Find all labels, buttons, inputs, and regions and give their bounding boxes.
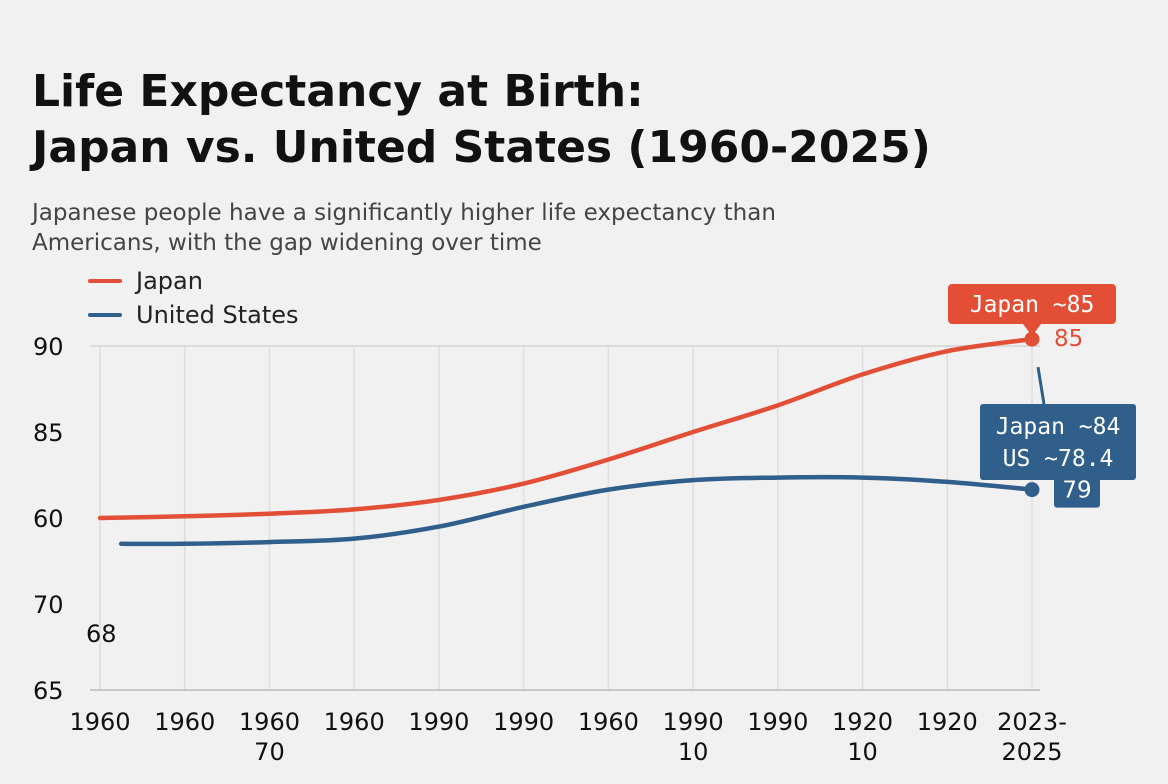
start-value-label: 68 bbox=[86, 620, 117, 648]
y-tick-label-4: 65 bbox=[33, 677, 64, 705]
x-tick-label-9-line-2: 10 bbox=[847, 738, 878, 766]
x-tick-label-6: 1960 bbox=[578, 708, 639, 736]
end-label-us-box bbox=[1054, 471, 1100, 508]
x-tick-label-3: 1960 bbox=[324, 708, 385, 736]
series-end-point-japan bbox=[1024, 331, 1040, 347]
x-tick-label-8: 1990 bbox=[747, 708, 808, 736]
x-tick-label-4: 1990 bbox=[408, 708, 469, 736]
annotation-japan-text: Japan ~85 bbox=[970, 292, 1095, 318]
annotation-japan-box bbox=[948, 284, 1116, 324]
x-tick-label-2: 1960 bbox=[239, 708, 300, 736]
chart-title: Life Expectancy at Birth: Japan vs. Unit… bbox=[32, 64, 931, 176]
end-label-us: 79 bbox=[1062, 478, 1091, 504]
legend-swatch-us bbox=[88, 313, 122, 317]
end-label-japan: 85 bbox=[1054, 326, 1083, 352]
chart-title-line-2: Japan vs. United States (1960-2025) bbox=[32, 122, 931, 173]
legend-swatch-japan bbox=[88, 279, 122, 283]
x-tick-label-11: 2023- bbox=[997, 708, 1067, 736]
chart-subtitle: Japanese people have a significantly hig… bbox=[32, 200, 776, 256]
annotation-combo-line-1: US ~78.4 bbox=[1003, 446, 1114, 472]
x-tick-label-0: 1960 bbox=[69, 708, 130, 736]
x-tick-label-1: 1960 bbox=[154, 708, 215, 736]
legend-item-japan: Japan bbox=[88, 264, 299, 298]
x-tick-label-2-line-2: 70 bbox=[254, 738, 285, 766]
annotation-japan-pointer bbox=[1023, 324, 1041, 336]
x-tick-label-7-line-2: 10 bbox=[678, 738, 709, 766]
x-tick-label-9: 1920 bbox=[832, 708, 893, 736]
annotation-combo-box bbox=[980, 404, 1136, 480]
annotation-combo-leader bbox=[1036, 366, 1046, 405]
legend-label-japan: Japan bbox=[136, 267, 203, 295]
y-tick-label-1: 85 bbox=[33, 419, 64, 447]
series-line-japan bbox=[97, 336, 1035, 521]
legend-label-us: United States bbox=[136, 301, 299, 329]
legend: Japan United States bbox=[88, 264, 299, 332]
annotation-combo-line-0: Japan ~84 bbox=[996, 414, 1121, 440]
x-tick-label-10: 1920 bbox=[917, 708, 978, 736]
y-tick-label-0: 90 bbox=[33, 333, 64, 361]
legend-item-us: United States bbox=[88, 298, 299, 332]
y-tick-label-3: 70 bbox=[33, 591, 64, 619]
x-tick-label-5: 1990 bbox=[493, 708, 554, 736]
x-tick-label-11-line-2: 2025 bbox=[1001, 738, 1062, 766]
y-tick-label-2: 60 bbox=[33, 505, 64, 533]
series-line-us bbox=[118, 474, 1035, 547]
chart-title-line-1: Life Expectancy at Birth: bbox=[32, 66, 644, 117]
series-end-point-us bbox=[1024, 482, 1040, 498]
x-tick-label-7: 1990 bbox=[663, 708, 724, 736]
